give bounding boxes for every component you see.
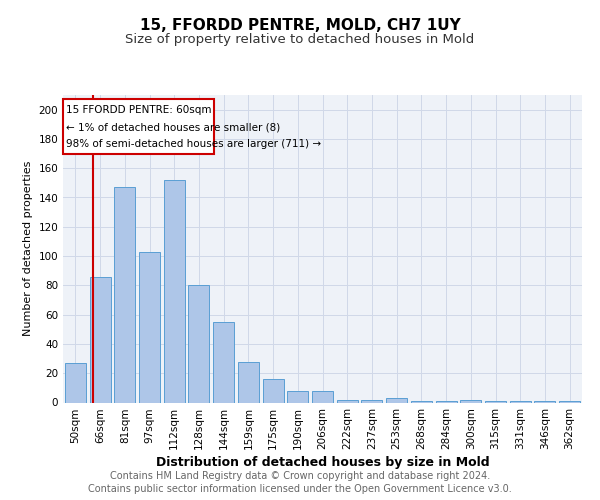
FancyBboxPatch shape <box>64 100 214 154</box>
Bar <box>436 401 457 402</box>
Bar <box>89 276 110 402</box>
Text: Size of property relative to detached houses in Mold: Size of property relative to detached ho… <box>125 32 475 46</box>
Bar <box>386 398 407 402</box>
Bar <box>411 401 432 402</box>
Bar <box>559 401 580 402</box>
Bar <box>238 362 259 403</box>
Bar <box>485 401 506 402</box>
Bar <box>263 379 284 402</box>
Text: Contains HM Land Registry data © Crown copyright and database right 2024.: Contains HM Land Registry data © Crown c… <box>110 471 490 481</box>
Bar <box>287 391 308 402</box>
Bar <box>312 391 333 402</box>
Bar <box>535 401 556 402</box>
Text: 15, FFORDD PENTRE, MOLD, CH7 1UY: 15, FFORDD PENTRE, MOLD, CH7 1UY <box>140 18 460 32</box>
Bar <box>65 363 86 403</box>
Y-axis label: Number of detached properties: Number of detached properties <box>23 161 33 336</box>
Text: 98% of semi-detached houses are larger (711) →: 98% of semi-detached houses are larger (… <box>67 139 322 149</box>
Bar <box>213 322 234 402</box>
X-axis label: Distribution of detached houses by size in Mold: Distribution of detached houses by size … <box>155 456 490 469</box>
Bar <box>337 400 358 402</box>
Bar <box>460 400 481 402</box>
Bar <box>188 286 209 403</box>
Text: Contains public sector information licensed under the Open Government Licence v3: Contains public sector information licen… <box>88 484 512 494</box>
Text: ← 1% of detached houses are smaller (8): ← 1% of detached houses are smaller (8) <box>67 122 281 132</box>
Bar <box>114 187 135 402</box>
Bar <box>510 401 531 402</box>
Bar <box>164 180 185 402</box>
Bar <box>361 400 382 402</box>
Bar <box>139 252 160 402</box>
Text: 15 FFORDD PENTRE: 60sqm: 15 FFORDD PENTRE: 60sqm <box>67 106 212 116</box>
